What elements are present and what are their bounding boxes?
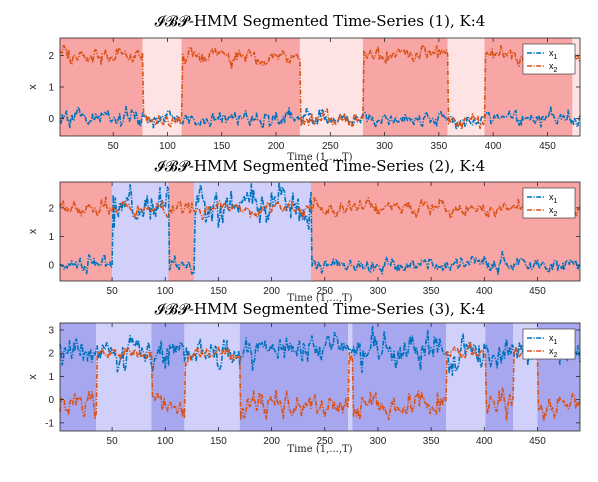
chart-title: 𝓘𝓑𝓟-HMM Segmented Time-Series (3), K:4 — [155, 300, 486, 318]
state-segment — [446, 323, 486, 431]
state-segment — [239, 323, 349, 431]
series-line-x2 — [59, 341, 581, 422]
x-tick-label: 200 — [263, 436, 280, 447]
series-line-x2 — [59, 44, 581, 131]
x-tick-label: 450 — [539, 141, 556, 152]
y-tick-label: -1 — [45, 418, 54, 429]
x-tick-label: 400 — [485, 141, 502, 152]
y-tick-label: 2 — [48, 349, 54, 360]
x-tick-label: 250 — [322, 141, 339, 152]
x-tick-label: 150 — [210, 436, 227, 447]
state-segment — [352, 323, 447, 431]
axes-box — [59, 181, 581, 282]
legend-box — [522, 328, 576, 360]
y-tick-label: 0 — [48, 114, 54, 125]
series-line-x1 — [59, 181, 581, 276]
y-tick-label: 1 — [48, 83, 54, 94]
y-axis-label: x — [27, 228, 39, 234]
x-tick-label: 450 — [529, 436, 546, 447]
x-tick-label: 300 — [370, 286, 387, 297]
x-tick-label: 100 — [157, 286, 174, 297]
legend-label-subscript: 2 — [554, 211, 558, 218]
x-tick-label: 350 — [423, 436, 440, 447]
chart-title: 𝓘𝓑𝓟-HMM Segmented Time-Series (1), K:4 — [155, 12, 486, 30]
x-tick-label: 50 — [107, 286, 119, 297]
state-segment — [485, 323, 514, 431]
state-segment — [60, 323, 97, 431]
y-tick-label: 1 — [48, 372, 54, 383]
legend-label-subscript: 2 — [554, 352, 558, 359]
state-segment — [96, 323, 152, 431]
x-tick-label: 50 — [108, 141, 120, 152]
x-axis-label: Time (1,...,T) — [287, 293, 352, 304]
y-tick-label: 0 — [48, 261, 54, 272]
legend-label-x1: x1 — [549, 333, 558, 346]
x-tick-label: 150 — [210, 286, 227, 297]
state-segment — [348, 323, 353, 431]
legend-label-base: x — [549, 205, 554, 215]
series-line-x2 — [59, 196, 581, 221]
chart-panel-2: 50 100 150 200 250 300 350 400 450 0 1 2 𝓘𝓑𝓟-HMM Seg… — [27, 157, 581, 304]
x-tick-label: 100 — [157, 436, 174, 447]
chart-title: 𝓘𝓑𝓟-HMM Segmented Time-Series (2), K:4 — [155, 157, 486, 175]
legend-label-base: x — [549, 61, 554, 71]
x-tick-label: 250 — [316, 286, 333, 297]
chart-panel-1: 50 100 150 200 250 300 350 400 450 0 1 2 𝓘𝓑𝓟-HMM Seg… — [27, 12, 581, 163]
y-axis-label: x — [27, 84, 39, 90]
axes-box — [59, 322, 581, 432]
x-tick-label: 200 — [263, 286, 280, 297]
legend-label-subscript: 1 — [554, 339, 558, 346]
y-tick-label: 2 — [48, 203, 54, 214]
legend-label-base: x — [549, 48, 554, 58]
state-segment — [151, 323, 185, 431]
x-tick-label: 350 — [431, 141, 448, 152]
legend-label-subscript: 1 — [554, 198, 558, 205]
legend-label-x2: x2 — [549, 61, 558, 74]
chart-panel-3: 50 100 150 200 250 300 350 400 450 -1 0 1 2 3 𝓘𝓑𝓟-HMM … — [27, 300, 581, 455]
legend-box — [522, 43, 576, 75]
x-tick-label: 150 — [213, 141, 230, 152]
legend-label-base: x — [549, 346, 554, 356]
legend-label-x2: x2 — [549, 205, 558, 218]
legend-box — [522, 187, 576, 219]
y-tick-label: 0 — [48, 395, 54, 406]
x-tick-label: 400 — [476, 286, 493, 297]
x-axis-label: Time (1,...,T) — [287, 444, 352, 455]
legend-label-base: x — [549, 333, 554, 343]
x-tick-label: 300 — [370, 436, 387, 447]
series-line-x1 — [59, 325, 581, 377]
x-tick-label: 50 — [107, 436, 119, 447]
x-tick-label: 300 — [376, 141, 393, 152]
x-tick-label: 100 — [159, 141, 176, 152]
legend-label-base: x — [549, 192, 554, 202]
legend-label-subscript: 2 — [554, 67, 558, 74]
x-tick-label: 200 — [268, 141, 285, 152]
x-tick-label: 450 — [529, 286, 546, 297]
legend-label-x1: x1 — [549, 48, 558, 61]
y-axis-label: x — [27, 374, 39, 380]
legend-label-x2: x2 — [549, 346, 558, 359]
legend-label-x1: x1 — [549, 192, 558, 205]
y-tick-label: 2 — [48, 51, 54, 62]
x-tick-label: 350 — [423, 286, 440, 297]
x-axis-label: Time (1,...,T) — [287, 152, 352, 163]
x-tick-label: 250 — [316, 436, 333, 447]
y-tick-label: 1 — [48, 232, 54, 243]
x-tick-label: 400 — [476, 436, 493, 447]
state-segment — [184, 323, 240, 431]
legend-label-subscript: 1 — [554, 54, 558, 61]
y-tick-label: 3 — [48, 325, 54, 336]
